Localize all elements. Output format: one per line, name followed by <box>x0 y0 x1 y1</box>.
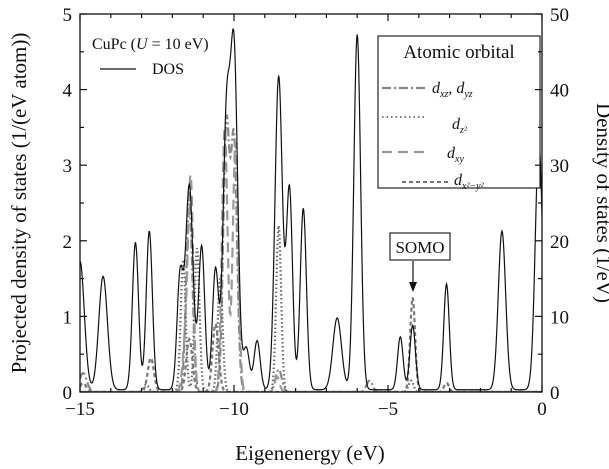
svg-text:CuPc (U = 10 eV): CuPc (U = 10 eV) <box>92 36 209 53</box>
x-axis-label: Eigenenergy (eV) <box>235 441 384 465</box>
series-dos <box>80 28 542 391</box>
y-right-tick-label: 40 <box>550 81 569 102</box>
y-axis-label-left: Projected density of states (1/(eV atom)… <box>7 33 31 374</box>
somo-label: SOMO <box>395 238 444 257</box>
y-right-tick-label: 30 <box>550 156 569 177</box>
y-tick-label: 1 <box>63 307 73 328</box>
y-right-tick-label: 50 <box>550 5 569 26</box>
y-right-tick-label: 0 <box>550 383 560 404</box>
y-axis-label-right: Density of states (1/eV) <box>592 103 609 303</box>
y-tick-label: 2 <box>63 232 73 253</box>
legend-dos: DOS <box>100 61 184 78</box>
y-right-tick-label: 20 <box>550 232 569 253</box>
x-tick-label: −15 <box>65 399 95 420</box>
y-tick-label: 3 <box>63 156 73 177</box>
title-annotation: CuPc (U = 10 eV) <box>92 36 209 53</box>
orbital-legend: Atomic orbital dxz, dyz dz² dxy dx²−y² <box>377 35 541 192</box>
y-tick-label: 4 <box>63 81 73 102</box>
series-d-x2-y2 <box>80 297 542 392</box>
somo-annotation: SOMO <box>389 232 451 292</box>
x-tick-label: −5 <box>378 399 398 420</box>
y-tick-label: 5 <box>63 5 73 26</box>
x-tick-label: −10 <box>219 399 249 420</box>
x-tick-label: 0 <box>537 399 547 420</box>
y-tick-label: 0 <box>63 383 73 404</box>
legend-dos-label: DOS <box>152 61 184 78</box>
orbital-legend-box <box>377 35 541 189</box>
orbital-legend-title: Atomic orbital <box>403 42 514 63</box>
somo-box <box>389 232 451 261</box>
somo-arrow-head <box>409 282 417 292</box>
y-right-tick-label: 10 <box>550 307 569 328</box>
